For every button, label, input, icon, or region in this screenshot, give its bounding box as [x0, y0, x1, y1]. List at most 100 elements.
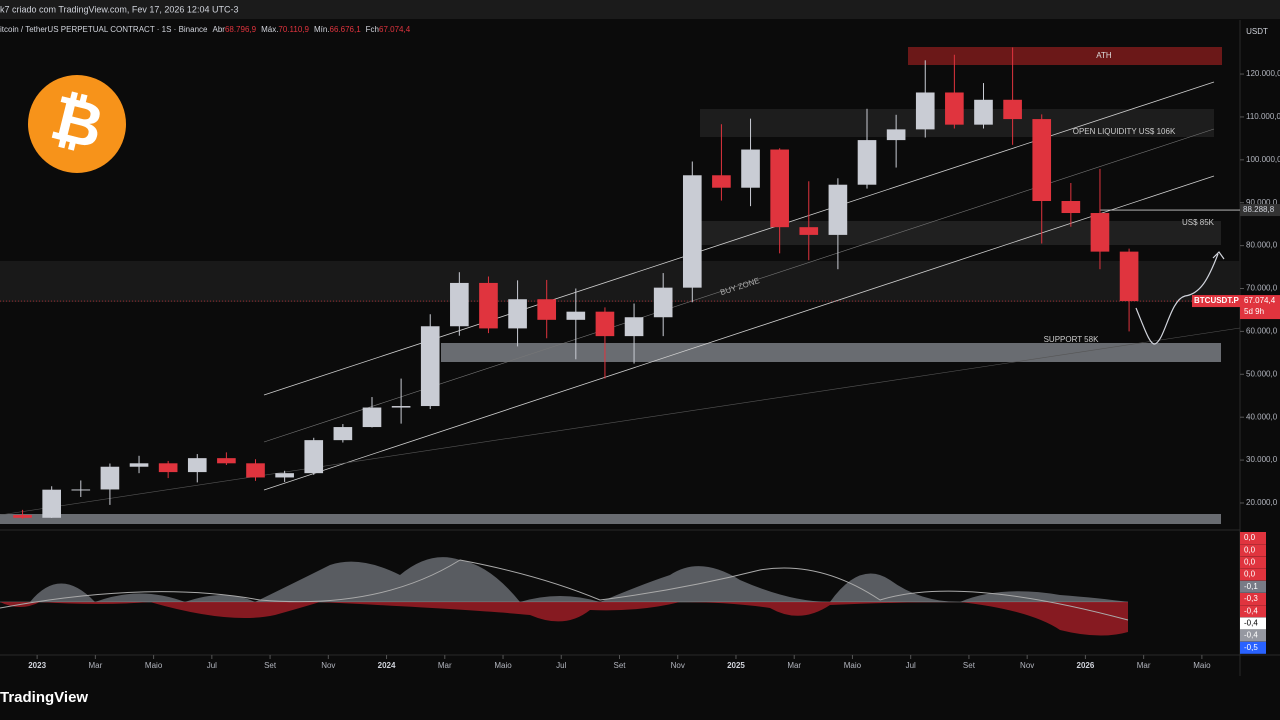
x-tick-label: 2026 — [1077, 661, 1095, 670]
x-tick-label: Jul — [207, 661, 217, 670]
y-tick-label: 20.000,0 — [1246, 498, 1278, 507]
oscillator — [0, 557, 1129, 636]
osc-label: 0,0 — [1244, 545, 1256, 554]
currency: USDT — [1246, 27, 1268, 36]
y-tick-label: 60.000,0 — [1246, 327, 1278, 336]
candle-body — [915, 92, 935, 130]
y-tick-label: 70.000,0 — [1246, 284, 1278, 293]
osc-label: -0,3 — [1244, 594, 1258, 603]
y-tick-label: 30.000,0 — [1246, 455, 1278, 464]
x-tick-label: 2025 — [727, 661, 745, 670]
x-tick-label: Jul — [556, 661, 566, 670]
ohlc-part: 67.074,4 — [379, 25, 411, 34]
candle-body — [653, 287, 673, 318]
candle-body — [624, 317, 644, 337]
candle-body — [945, 92, 964, 125]
candle-body — [158, 463, 178, 473]
osc-label: -0,4 — [1244, 606, 1258, 615]
candle-body — [537, 299, 557, 320]
ohlc-part: 70.110,9 — [278, 25, 309, 34]
x-tick-label: Mar — [88, 661, 102, 670]
candle-body — [566, 311, 586, 320]
x-tick-label: Set — [963, 661, 976, 670]
projection — [1135, 253, 1219, 345]
x-tick-label: Nov — [321, 661, 335, 670]
ohlc-part: Fch — [366, 25, 379, 34]
ohlc-part: Mín. — [314, 25, 330, 34]
candle-body — [129, 463, 149, 467]
x-tick-label: Mar — [1137, 661, 1151, 670]
brand: TradingView — [0, 689, 88, 706]
x-tick-label: Set — [264, 661, 277, 670]
candle-body — [508, 299, 527, 329]
x-tick-label: Mar — [787, 661, 801, 670]
ohlc-part: 66.676,1 — [330, 25, 362, 34]
y-tick-label: 110.000,0 — [1246, 112, 1280, 121]
osc-label-bg — [1240, 641, 1266, 654]
symbol: itcoin / TetherUS PERPETUAL CONTRACT · 1… — [0, 25, 411, 34]
symbol-line: itcoin / TetherUS PERPETUAL CONTRACT · 1… — [0, 25, 411, 34]
x-tick-label: Maio — [844, 661, 862, 670]
candle-body — [1090, 213, 1110, 252]
candle-body — [712, 175, 731, 188]
candle-body — [1119, 251, 1139, 302]
ohlc-part: itcoin / TetherUS PERPETUAL CONTRACT · 1… — [0, 25, 208, 34]
candle-body — [187, 458, 207, 473]
osc-label: 0,0 — [1244, 533, 1256, 542]
buy-zone — [0, 261, 1240, 302]
candle-body — [1032, 119, 1052, 202]
osc-label: 0,0 — [1244, 570, 1256, 579]
osc-positive — [30, 557, 1128, 602]
osc-label: -0,4 — [1244, 619, 1258, 628]
ohlc-part: Abr — [212, 25, 225, 34]
y-tick-label: 100.000,0 — [1246, 155, 1280, 164]
osc-label: 0,0 — [1244, 558, 1256, 567]
candle-body — [100, 466, 120, 490]
x-tick-label: 2023 — [28, 661, 46, 670]
y-tick-label: 40.000,0 — [1246, 412, 1278, 421]
candle-body — [479, 282, 498, 329]
y-tick-label: 50.000,0 — [1246, 369, 1278, 378]
candle-body — [333, 427, 353, 441]
osc-negative — [0, 602, 1128, 636]
support-label: SUPPORT 58K — [1044, 335, 1100, 344]
channel-bottom — [263, 175, 1215, 491]
candle-body — [42, 489, 61, 518]
candle-body — [217, 458, 236, 464]
candle-body — [1061, 201, 1081, 214]
x-tick-label: Maio — [494, 661, 512, 670]
price-label: 67.074,4 — [1244, 296, 1276, 305]
ohlc-part: Máx. — [261, 25, 278, 34]
osc-label-bg — [1240, 568, 1266, 581]
candle-body — [974, 99, 993, 125]
osc-scale: 0,0 0,0 0,0 0,0 -0,1 -0,3 -0,4 -0,4 -0,4 -0,5 — [1240, 532, 1266, 654]
credit: k7 criado com TradingView.com, Fev 17, 2… — [0, 4, 238, 14]
x-tick-label: Set — [613, 661, 626, 670]
x-tick-label: Mar — [438, 661, 452, 670]
candle-body — [391, 406, 411, 408]
x-tick-label: Maio — [1193, 661, 1211, 670]
osc-label-bg — [1240, 556, 1266, 569]
osc-label: -0,1 — [1244, 582, 1258, 591]
osc-label-bg — [1240, 593, 1266, 605]
y-tick-label: 90.000,0 — [1246, 198, 1278, 207]
candle-body — [420, 326, 440, 407]
bitcoin-logo — [28, 75, 126, 173]
level-tag — [1240, 204, 1280, 217]
base-zone — [0, 514, 1221, 524]
candle-body — [682, 175, 702, 288]
projection-arrow — [1212, 251, 1225, 260]
candle-body — [450, 282, 469, 327]
candle-body — [275, 473, 294, 478]
osc-label-bg — [1240, 532, 1266, 544]
candle-body — [304, 440, 324, 474]
candle-body — [13, 514, 32, 518]
level-label: US$ 85K — [1182, 218, 1215, 227]
x-tick-label: Nov — [1020, 661, 1034, 670]
osc-label: -0,5 — [1244, 643, 1258, 652]
candle-body — [857, 140, 877, 185]
ath-label: ATH — [1096, 51, 1112, 60]
candle-body — [71, 489, 91, 491]
price-label-bg — [1240, 295, 1280, 320]
